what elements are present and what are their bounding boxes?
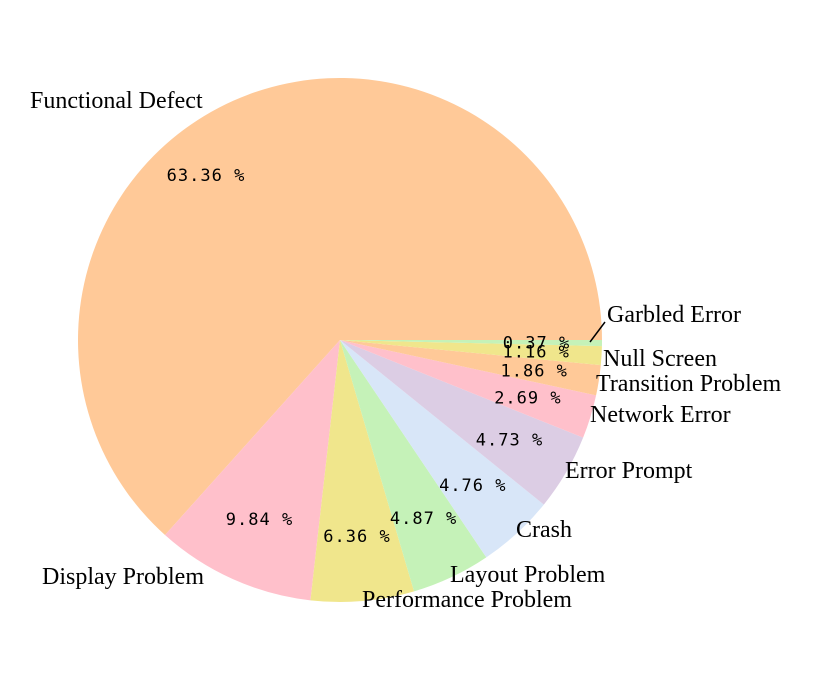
slice-crash: [340, 340, 544, 558]
percent-label-network-error: 2.69 %: [494, 389, 561, 409]
category-label-transition-problem: Transition Problem: [596, 371, 781, 397]
category-labels-group: Functional Defect Display Problem Performa…: [30, 88, 781, 613]
slice-functional-defect: [78, 78, 602, 536]
percent-label-display-problem: 9.84 %: [226, 510, 293, 530]
percent-label-crash: 4.76 %: [439, 476, 506, 496]
category-label-garbled-error: Garbled Error: [607, 302, 741, 328]
slice-transition-problem: [340, 340, 601, 396]
slice-display-problem: [165, 340, 340, 601]
percent-label-transition-problem: 1.86 %: [500, 361, 567, 381]
category-label-null-screen: Null Screen: [603, 346, 717, 372]
category-label-performance-problem: Performance Problem: [362, 587, 572, 613]
category-label-error-prompt: Error Prompt: [565, 458, 693, 484]
percent-label-layout-problem: 4.87 %: [390, 509, 457, 529]
slices-group: [78, 78, 602, 603]
percent-label-null-screen: 1.16 %: [502, 343, 569, 363]
slice-garbled-error: [340, 340, 602, 347]
slice-error-prompt: [340, 340, 584, 505]
percent-label-garbled-error: 0.37 %: [503, 333, 570, 353]
category-label-functional-defect: Functional Defect: [30, 88, 203, 114]
slice-network-error: [340, 340, 597, 438]
slice-null-screen: [340, 340, 602, 366]
percent-label-performance-problem: 6.36 %: [323, 527, 390, 547]
category-label-crash: Crash: [516, 517, 572, 543]
category-label-network-error: Network Error: [590, 402, 731, 428]
category-label-display-problem: Display Problem: [42, 564, 204, 590]
percent-labels-group: 63.36 % 9.84 % 6.36 %4.87 % 4.76 % 4.73 % 2.6…: [167, 166, 570, 547]
slice-performance-problem: [310, 340, 415, 603]
percent-label-functional-defect: 63.36 %: [167, 166, 246, 186]
leader-line-garbled-error: [589, 321, 606, 343]
category-label-layout-problem: Layout Problem: [450, 562, 606, 588]
percent-label-error-prompt: 4.73 %: [476, 430, 543, 450]
leader-lines-group: [589, 321, 606, 343]
slice-layout-problem: [340, 340, 487, 592]
